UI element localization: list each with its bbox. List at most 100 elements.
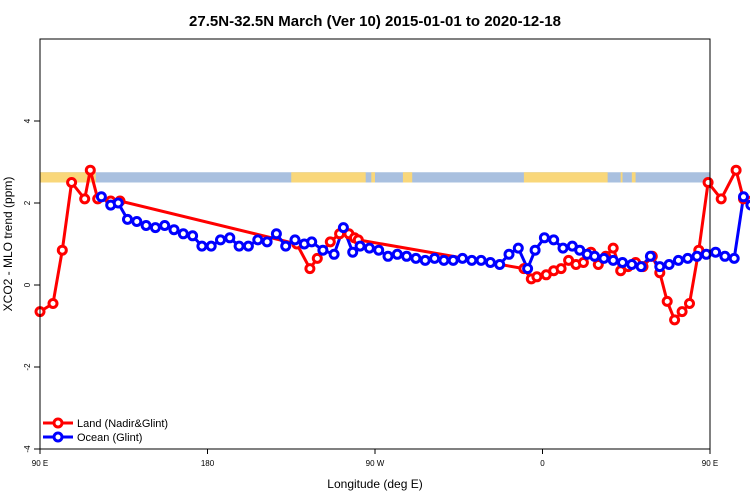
data-point-1-60 [644, 250, 656, 262]
data-point-1-32 [391, 248, 403, 260]
legend-land-marker [52, 417, 64, 429]
data-point-1-14 [224, 232, 236, 244]
data-point-0-4 [79, 193, 91, 205]
data-point-1-58 [626, 259, 638, 270]
data-point-1-7 [159, 220, 171, 231]
data-point-1-18 [261, 236, 273, 248]
data-point-1-4 [131, 216, 143, 227]
map-strip-land-0 [40, 172, 96, 183]
data-point-1-65 [691, 250, 703, 262]
data-point-1-55 [598, 252, 610, 264]
data-point-1-27 [347, 246, 359, 258]
data-point-1-57 [617, 257, 628, 268]
data-point-1-30 [373, 244, 385, 256]
data-point-1-8 [168, 224, 180, 236]
legend-item-ocean: Ocean (Glint) [43, 431, 142, 444]
legend-ocean-marker [52, 431, 64, 443]
legend: Land (Nadir&Glint) Ocean (Glint) [43, 417, 168, 444]
data-point-1-42 [484, 257, 496, 268]
data-point-1-40 [466, 254, 478, 266]
data-point-1-16 [242, 240, 254, 252]
data-point-1-21 [289, 234, 301, 246]
data-point-1-67 [710, 246, 722, 258]
data-point-0-43 [730, 164, 742, 176]
y-tick-label: 2 [23, 200, 32, 205]
data-point-1-5 [140, 220, 152, 231]
series-points [34, 164, 750, 326]
data-point-1-33 [401, 250, 413, 262]
data-point-1-26 [337, 222, 349, 234]
data-point-1-54 [589, 250, 601, 262]
data-point-0-3 [66, 177, 78, 188]
data-point-1-49 [548, 234, 560, 246]
legend-ocean-label: Ocean (Glint) [77, 432, 142, 444]
data-point-1-63 [672, 254, 684, 266]
data-point-0-5 [84, 164, 96, 176]
data-point-1-43 [494, 259, 506, 270]
data-point-0-19 [531, 271, 543, 283]
data-point-0-41 [702, 177, 714, 188]
data-point-1-38 [447, 254, 459, 266]
data-point-1-46 [522, 263, 534, 275]
data-point-1-6 [149, 222, 161, 234]
data-point-1-3 [122, 213, 133, 225]
data-point-1-9 [177, 228, 189, 240]
data-point-1-34 [410, 252, 422, 264]
data-point-1-28 [354, 240, 366, 252]
y-tick-label: 0 [23, 282, 32, 287]
data-point-1-10 [187, 230, 199, 242]
data-point-1-0 [95, 191, 107, 203]
x-tick-label: 90 E [702, 459, 718, 468]
x-axis: 90 E 180 90 W 0 90 E [32, 449, 718, 468]
data-point-0-38 [676, 306, 688, 318]
data-point-1-71 [745, 199, 750, 211]
x-tick-label: 90 E [32, 459, 48, 468]
map-strip-land-5 [620, 172, 623, 183]
data-point-0-39 [684, 298, 695, 309]
data-point-1-47 [529, 244, 541, 256]
data-point-1-59 [635, 261, 647, 273]
map-strip-land-6 [631, 172, 636, 183]
y-axis: -4 -2 0 2 4 [23, 118, 40, 453]
data-point-1-41 [475, 254, 487, 266]
data-point-0-12 [324, 236, 336, 248]
data-point-0-2 [56, 244, 68, 256]
data-point-1-2 [112, 197, 124, 209]
y-tick-label: 4 [23, 118, 32, 123]
data-point-1-39 [457, 252, 468, 264]
x-tick-label: 180 [201, 459, 215, 468]
data-point-1-25 [328, 248, 340, 260]
data-point-0-1 [47, 298, 59, 309]
y-tick-label: -2 [23, 363, 32, 371]
data-point-1-24 [317, 244, 329, 256]
legend-item-land: Land (Nadir&Glint) [43, 417, 168, 430]
data-point-1-45 [512, 242, 524, 254]
x-tick-label: 90 W [366, 459, 385, 468]
chart-title: 27.5N-32.5N March (Ver 10) 2015-01-01 to… [189, 13, 561, 30]
data-point-1-13 [215, 234, 226, 246]
data-point-1-12 [205, 240, 217, 252]
x-tick-label: 0 [540, 459, 545, 468]
data-point-1-17 [252, 234, 264, 246]
data-point-1-44 [503, 248, 515, 260]
x-axis-label: Longitude (deg E) [327, 477, 422, 491]
y-axis-label: XCO2 - MLO trend (ppm) [1, 177, 15, 312]
data-point-1-64 [682, 252, 694, 264]
data-point-1-66 [700, 248, 712, 260]
data-point-1-29 [363, 242, 375, 254]
data-point-0-11 [311, 252, 323, 264]
data-point-1-48 [538, 232, 550, 244]
data-point-0-29 [607, 242, 619, 254]
map-strip [40, 172, 710, 183]
data-point-0-22 [555, 263, 567, 275]
y-tick-label: -4 [23, 445, 32, 453]
data-point-1-19 [270, 228, 282, 240]
data-point-1-69 [728, 252, 740, 264]
data-point-1-56 [607, 254, 619, 266]
data-point-1-61 [654, 261, 666, 273]
legend-land-label: Land (Nadir&Glint) [77, 418, 168, 430]
series-lines [39, 168, 750, 322]
data-point-1-20 [280, 240, 292, 252]
map-strip-land-2 [371, 172, 375, 183]
